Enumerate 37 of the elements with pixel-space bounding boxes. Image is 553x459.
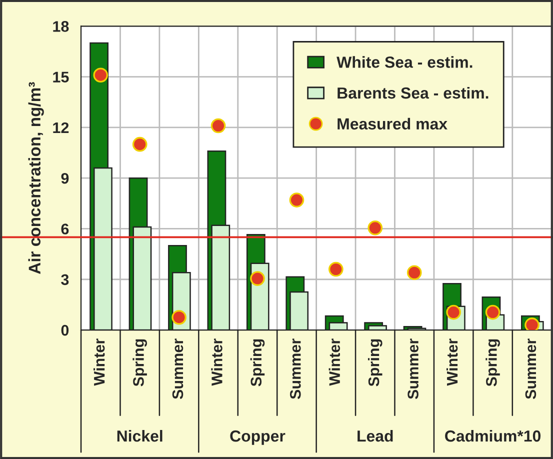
- point: [289, 192, 304, 208]
- point: [328, 262, 344, 277]
- x-tick-label: Winter: [94, 338, 105, 386]
- legend-label: Barents Sea - estim.: [338, 86, 488, 99]
- x-tick-label: Spring: [368, 339, 382, 386]
- y-tick-label: 6: [61, 224, 69, 234]
- point: [172, 310, 186, 325]
- y-tick-label: 0: [61, 324, 69, 336]
- point: [250, 271, 265, 286]
- x-tick-label: Winter: [446, 338, 458, 386]
- x-tick-label: Summer: [172, 338, 184, 400]
- point: [406, 265, 422, 280]
- text: Nickel: [117, 430, 162, 442]
- text: Lead: [358, 430, 393, 442]
- point: [132, 136, 148, 152]
- y-tick-label: 18: [53, 21, 69, 32]
- y-tick-label: 15: [53, 72, 69, 82]
- point: [524, 318, 540, 330]
- x-tick-label: Spring: [132, 339, 147, 386]
- y-tick-label: 3: [61, 274, 69, 286]
- x-tick-label: Spring: [486, 339, 500, 386]
- text: Cadmium*10: [445, 430, 541, 442]
- point: [368, 220, 383, 236]
- legend-label: White Sea - estim.: [336, 56, 472, 68]
- x-tick-label: Winter: [328, 338, 340, 386]
- point: [210, 118, 226, 134]
- x-tick-label: Spring: [250, 339, 265, 386]
- y-tick-label: 9: [61, 172, 69, 184]
- x-tick-label: Summer: [290, 338, 301, 400]
- y-axis-title: Air concentration, ng/m³: [28, 82, 44, 274]
- point: [93, 68, 108, 83]
- text: Copper: [230, 430, 286, 445]
- legend-label: Measured max: [338, 118, 448, 130]
- y-tick-label: 12: [53, 122, 69, 133]
- x-tick-label: Winter: [211, 338, 222, 386]
- x-tick-label: Summer: [408, 338, 418, 400]
- x-tick-label: Summer: [525, 338, 536, 400]
